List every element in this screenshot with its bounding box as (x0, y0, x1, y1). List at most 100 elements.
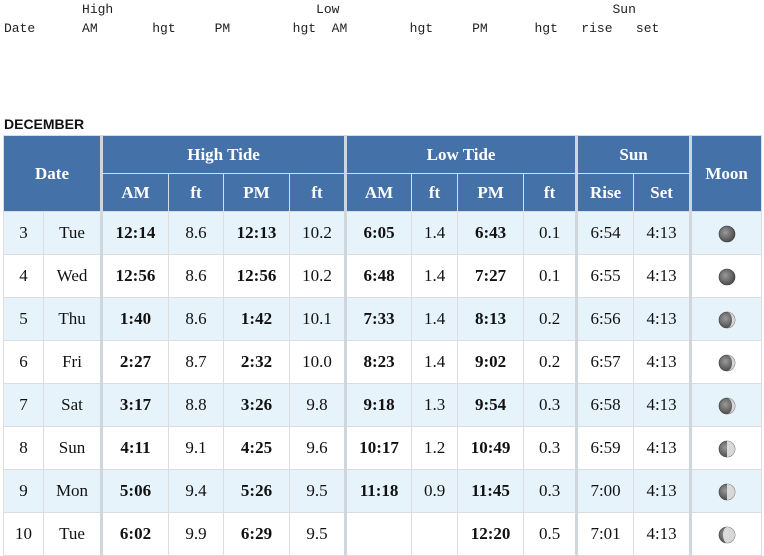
cell-low-am: 11:18 (344, 469, 413, 513)
header-moon: Moon (689, 135, 763, 212)
cell-high-am: 6:02 (100, 512, 170, 556)
header-high-am: AM (100, 173, 170, 212)
tide-table: Date High Tide Low Tide Sun Moon AM ft P… (2, 135, 763, 556)
moon-waxing-crescent-icon (718, 397, 736, 415)
preformatted-header: High Low Sun Date AM hgt PM hgt AM hgt P… (4, 0, 659, 38)
pre-line-1: High Low Sun (4, 2, 636, 17)
cell-low-pm-ft: 0.1 (523, 254, 578, 298)
cell-weekday: Tue (42, 512, 103, 556)
cell-high-pm: 6:29 (223, 512, 291, 556)
cell-high-am-ft: 8.6 (168, 254, 225, 298)
cell-low-pm: 6:43 (457, 211, 525, 255)
cell-high-pm: 2:32 (223, 340, 291, 384)
cell-high-am-ft: 9.1 (168, 426, 225, 470)
cell-sun-set: 4:13 (633, 340, 692, 384)
header-low-am: AM (344, 173, 413, 212)
cell-day: 8 (3, 426, 44, 470)
cell-low-pm: 12:20 (457, 512, 525, 556)
cell-low-am: 9:18 (344, 383, 413, 427)
cell-low-pm-ft: 0.3 (523, 426, 578, 470)
header-low-pm-ft: ft (523, 173, 578, 212)
cell-high-pm: 1:42 (223, 297, 291, 341)
cell-sun-rise: 7:01 (575, 512, 635, 556)
cell-sun-rise: 6:59 (575, 426, 635, 470)
cell-high-pm: 12:56 (223, 254, 291, 298)
cell-moon (689, 469, 763, 513)
table-row: 9 Mon 5:06 9.4 5:26 9.5 11:18 0.9 11:45 0.3 7:00 4:… (3, 469, 763, 513)
cell-low-am-ft: 0.9 (411, 469, 459, 513)
cell-low-am: 10:17 (344, 426, 413, 470)
table-row: 4 Wed 12:56 8.6 12:56 10.2 6:48 1.4 7:27 0.1 6:55 4… (3, 254, 763, 298)
header-sun-rise: Rise (575, 173, 635, 212)
cell-day: 7 (3, 383, 44, 427)
cell-low-am-ft: 1.4 (411, 297, 459, 341)
cell-low-pm: 9:02 (457, 340, 525, 384)
header-high-pm: PM (223, 173, 291, 212)
cell-moon (689, 426, 763, 470)
cell-low-am-ft (411, 512, 459, 556)
cell-weekday: Fri (42, 340, 103, 384)
cell-low-pm-ft: 0.3 (523, 383, 578, 427)
cell-sun-rise: 6:56 (575, 297, 635, 341)
cell-weekday: Thu (42, 297, 103, 341)
cell-moon (689, 512, 763, 556)
cell-weekday: Sun (42, 426, 103, 470)
cell-high-pm-ft: 9.5 (289, 512, 347, 556)
cell-day: 6 (3, 340, 44, 384)
cell-high-am: 12:56 (100, 254, 170, 298)
moon-new-icon (718, 225, 736, 243)
cell-high-am: 4:11 (100, 426, 170, 470)
moon-waxing-crescent-icon (718, 311, 736, 329)
cell-low-am (344, 512, 413, 556)
cell-high-pm-ft: 10.2 (289, 211, 347, 255)
table-row: 6 Fri 2:27 8.7 2:32 10.0 8:23 1.4 9:02 0.2 6:57 4:1… (3, 340, 763, 384)
cell-low-am-ft: 1.4 (411, 340, 459, 384)
header-low-tide: Low Tide (344, 135, 578, 174)
cell-sun-set: 4:13 (633, 512, 692, 556)
cell-high-am: 12:14 (100, 211, 170, 255)
month-heading: DECEMBER (4, 116, 85, 132)
cell-sun-set: 4:13 (633, 297, 692, 341)
header-low-pm: PM (457, 173, 525, 212)
cell-low-pm: 8:13 (457, 297, 525, 341)
cell-weekday: Tue (42, 211, 103, 255)
moon-first-quarter-icon (718, 440, 736, 458)
cell-moon (689, 340, 763, 384)
cell-high-am: 5:06 (100, 469, 170, 513)
cell-high-pm-ft: 9.5 (289, 469, 347, 513)
cell-high-pm-ft: 10.0 (289, 340, 347, 384)
cell-weekday: Sat (42, 383, 103, 427)
cell-low-am: 6:48 (344, 254, 413, 298)
cell-high-pm: 4:25 (223, 426, 291, 470)
header-high-pm-ft: ft (289, 173, 347, 212)
cell-low-pm-ft: 0.3 (523, 469, 578, 513)
cell-high-pm-ft: 10.2 (289, 254, 347, 298)
table-row: 10 Tue 6:02 9.9 6:29 9.5 12:20 0.5 7:01 4:13 (3, 512, 763, 556)
cell-low-am-ft: 1.2 (411, 426, 459, 470)
header-high-tide: High Tide (100, 135, 347, 174)
cell-high-am-ft: 8.7 (168, 340, 225, 384)
cell-sun-set: 4:13 (633, 383, 692, 427)
cell-moon (689, 383, 763, 427)
cell-low-pm-ft: 0.2 (523, 297, 578, 341)
cell-high-pm: 5:26 (223, 469, 291, 513)
cell-day: 5 (3, 297, 44, 341)
header-sun: Sun (575, 135, 692, 174)
cell-high-pm: 12:13 (223, 211, 291, 255)
cell-day: 3 (3, 211, 44, 255)
header-high-am-ft: ft (168, 173, 225, 212)
cell-moon (689, 211, 763, 255)
cell-sun-rise: 7:00 (575, 469, 635, 513)
cell-sun-set: 4:13 (633, 426, 692, 470)
cell-weekday: Mon (42, 469, 103, 513)
cell-low-pm: 10:49 (457, 426, 525, 470)
cell-sun-set: 4:13 (633, 469, 692, 513)
header-date: Date (2, 135, 103, 212)
cell-sun-set: 4:13 (633, 211, 692, 255)
table-row: 8 Sun 4:11 9.1 4:25 9.6 10:17 1.2 10:49 0.3 6:59 4:… (3, 426, 763, 470)
cell-low-am: 7:33 (344, 297, 413, 341)
cell-moon (689, 297, 763, 341)
cell-sun-rise: 6:55 (575, 254, 635, 298)
cell-high-pm: 3:26 (223, 383, 291, 427)
cell-high-am-ft: 8.8 (168, 383, 225, 427)
